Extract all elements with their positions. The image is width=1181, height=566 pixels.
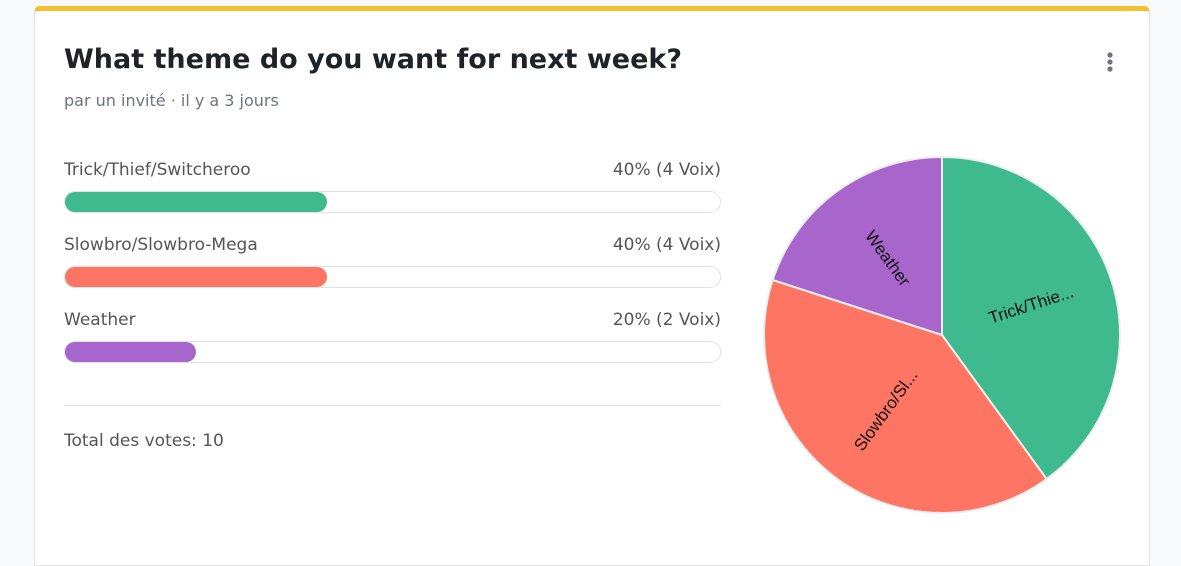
progress-track [64,341,721,363]
progress-bar [65,267,327,287]
option-percent: 20% (2 Voix) [612,310,721,330]
pie-slice [763,278,1049,514]
progress-track [64,266,721,288]
pie-slice [771,155,943,337]
total-votes: Total des votes: 10 [64,431,224,451]
option-percent: 40% (4 Voix) [612,160,721,180]
option-label: Weather [64,310,136,330]
progress-track [64,191,721,213]
divider [64,405,721,406]
option-label: Slowbro/Slowbro-Mega [64,235,258,255]
pie-slice [941,155,1121,481]
poll-subtitle: par un invité · il y a 3 jours [64,91,279,110]
progress-bar [65,342,196,362]
option-percent: 40% (4 Voix) [612,235,721,255]
menu-button[interactable] [1105,52,1115,74]
option-label: Trick/Thief/Switcheroo [64,160,251,180]
poll-title: What theme do you want for next week? [64,44,683,75]
progress-bar [65,192,327,212]
